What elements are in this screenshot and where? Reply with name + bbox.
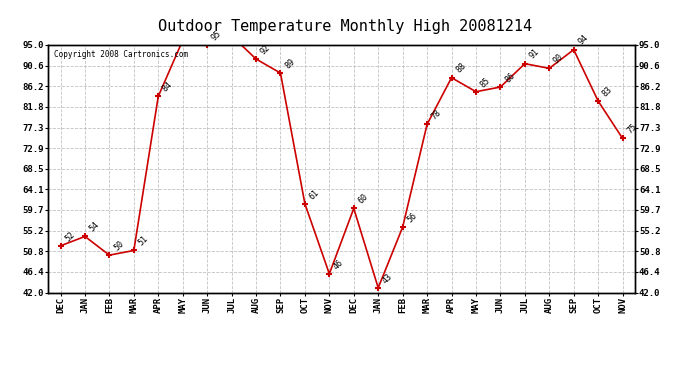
Text: 88: 88 bbox=[454, 62, 468, 75]
Text: 60: 60 bbox=[357, 192, 370, 206]
Text: 83: 83 bbox=[601, 85, 614, 98]
Text: 56: 56 bbox=[406, 211, 419, 224]
Text: 61: 61 bbox=[308, 188, 321, 201]
Text: Outdoor Temperature Monthly High 20081214: Outdoor Temperature Monthly High 2008121… bbox=[158, 19, 532, 34]
Text: 51: 51 bbox=[137, 234, 150, 248]
Text: 78: 78 bbox=[430, 108, 443, 122]
Text: 97: 97 bbox=[0, 374, 1, 375]
Text: 84: 84 bbox=[161, 80, 175, 94]
Text: 54: 54 bbox=[88, 220, 101, 234]
Text: 50: 50 bbox=[112, 239, 126, 252]
Text: 96: 96 bbox=[0, 374, 1, 375]
Text: 91: 91 bbox=[528, 48, 541, 61]
Text: 46: 46 bbox=[332, 258, 346, 271]
Text: 92: 92 bbox=[259, 43, 273, 56]
Text: 52: 52 bbox=[63, 230, 77, 243]
Text: 86: 86 bbox=[503, 71, 517, 84]
Text: 90: 90 bbox=[552, 52, 566, 66]
Text: 75: 75 bbox=[625, 122, 639, 136]
Text: 94: 94 bbox=[576, 33, 590, 47]
Text: Copyright 2008 Cartronics.com: Copyright 2008 Cartronics.com bbox=[55, 50, 188, 59]
Text: 43: 43 bbox=[381, 272, 395, 285]
Text: 89: 89 bbox=[283, 57, 297, 70]
Text: 85: 85 bbox=[479, 75, 492, 89]
Text: 95: 95 bbox=[210, 29, 224, 42]
